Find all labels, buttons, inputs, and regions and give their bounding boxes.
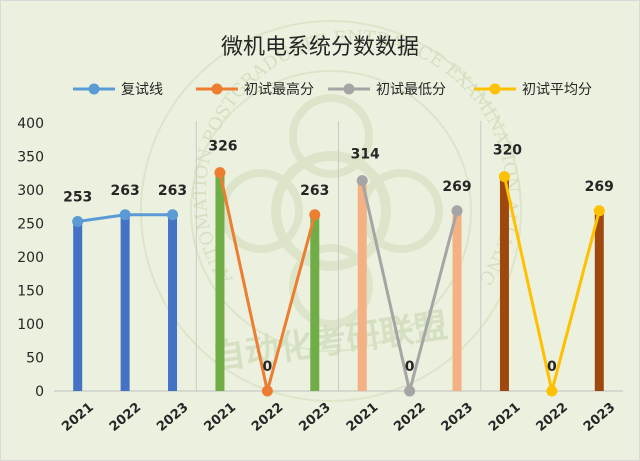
x-tick-label: 2022 (107, 400, 144, 435)
series-point (404, 385, 416, 397)
x-tick-label: 2021 (59, 400, 96, 435)
series-point (72, 215, 84, 227)
data-label: 0 (547, 359, 557, 375)
x-axis: 2021 2022 2023 2021 2022 2023 2021 2022 2023 2021… (59, 400, 618, 435)
data-label: 326 (208, 139, 237, 155)
y-tick-label: 350 (17, 150, 44, 166)
data-label: 263 (111, 183, 140, 199)
data-label: 0 (263, 359, 273, 375)
data-label: 314 (351, 147, 380, 163)
legend-item: 初试最低分 (328, 81, 446, 98)
series-point (356, 175, 368, 187)
x-tick-label: 2023 (439, 400, 476, 435)
legend-label: 初试最高分 (244, 81, 314, 98)
y-tick-label: 300 (17, 183, 44, 199)
x-tick-label: 2022 (534, 400, 571, 435)
series-point (451, 205, 463, 217)
y-tick-label: 0 (35, 384, 44, 400)
legend-swatch-marker (211, 83, 223, 95)
bar (215, 172, 225, 391)
legend-item: 复试线 (73, 81, 163, 98)
y-tick-label: 150 (17, 284, 44, 300)
bar (310, 214, 320, 391)
legend-label: 初试最低分 (376, 81, 446, 98)
legend-label: 复试线 (121, 81, 163, 98)
x-tick-label: 2023 (296, 400, 333, 435)
x-tick-label: 2023 (581, 400, 618, 435)
data-labels-layer: 253 263 263 326 0 263 314 0 269 320 0 269 (63, 139, 614, 375)
bar (120, 214, 130, 391)
x-tick-label: 2021 (344, 400, 381, 435)
x-tick-label: 2023 (154, 400, 191, 435)
series-point (119, 209, 131, 221)
bar (499, 176, 509, 391)
legend-item: 初试最高分 (196, 81, 314, 98)
legend: 复试线 初试最高分 初试最低分 初试平均分 (73, 81, 592, 98)
x-tick-label: 2021 (202, 400, 239, 435)
series-point (214, 167, 226, 179)
chart-title: 微机电系统分数数据 (221, 35, 419, 60)
series-point (546, 385, 558, 397)
group-separators (195, 121, 482, 391)
data-label: 0 (405, 359, 415, 375)
legend-swatch-marker (343, 83, 355, 95)
x-tick-label: 2022 (249, 400, 286, 435)
bar (168, 214, 178, 391)
bar (452, 210, 462, 391)
y-tick-label: 50 (26, 351, 44, 367)
data-label: 320 (493, 143, 522, 159)
data-label: 269 (442, 179, 471, 195)
y-tick-label: 100 (17, 317, 44, 333)
data-label: 269 (585, 179, 614, 195)
series-point (309, 209, 321, 221)
data-label: 263 (300, 183, 329, 199)
x-tick-label: 2021 (486, 400, 523, 435)
series-point (261, 385, 273, 397)
y-tick-label: 250 (17, 217, 44, 233)
x-tick-label: 2022 (391, 400, 428, 435)
y-tick-label: 400 (17, 116, 44, 132)
series-point (593, 205, 605, 217)
bar (357, 180, 367, 391)
legend-item: 初试平均分 (474, 81, 592, 98)
bar (73, 221, 83, 391)
lines-layer (72, 167, 605, 397)
legend-label: 初试平均分 (522, 81, 592, 98)
y-tick-label: 200 (17, 250, 44, 266)
data-label: 253 (63, 189, 92, 205)
legend-swatch-marker (88, 83, 100, 95)
data-label: 263 (158, 183, 187, 199)
series-point (167, 209, 179, 221)
bar (594, 210, 604, 391)
series-point (498, 171, 510, 183)
legend-swatch-marker (489, 83, 501, 95)
bars-layer (73, 172, 604, 391)
